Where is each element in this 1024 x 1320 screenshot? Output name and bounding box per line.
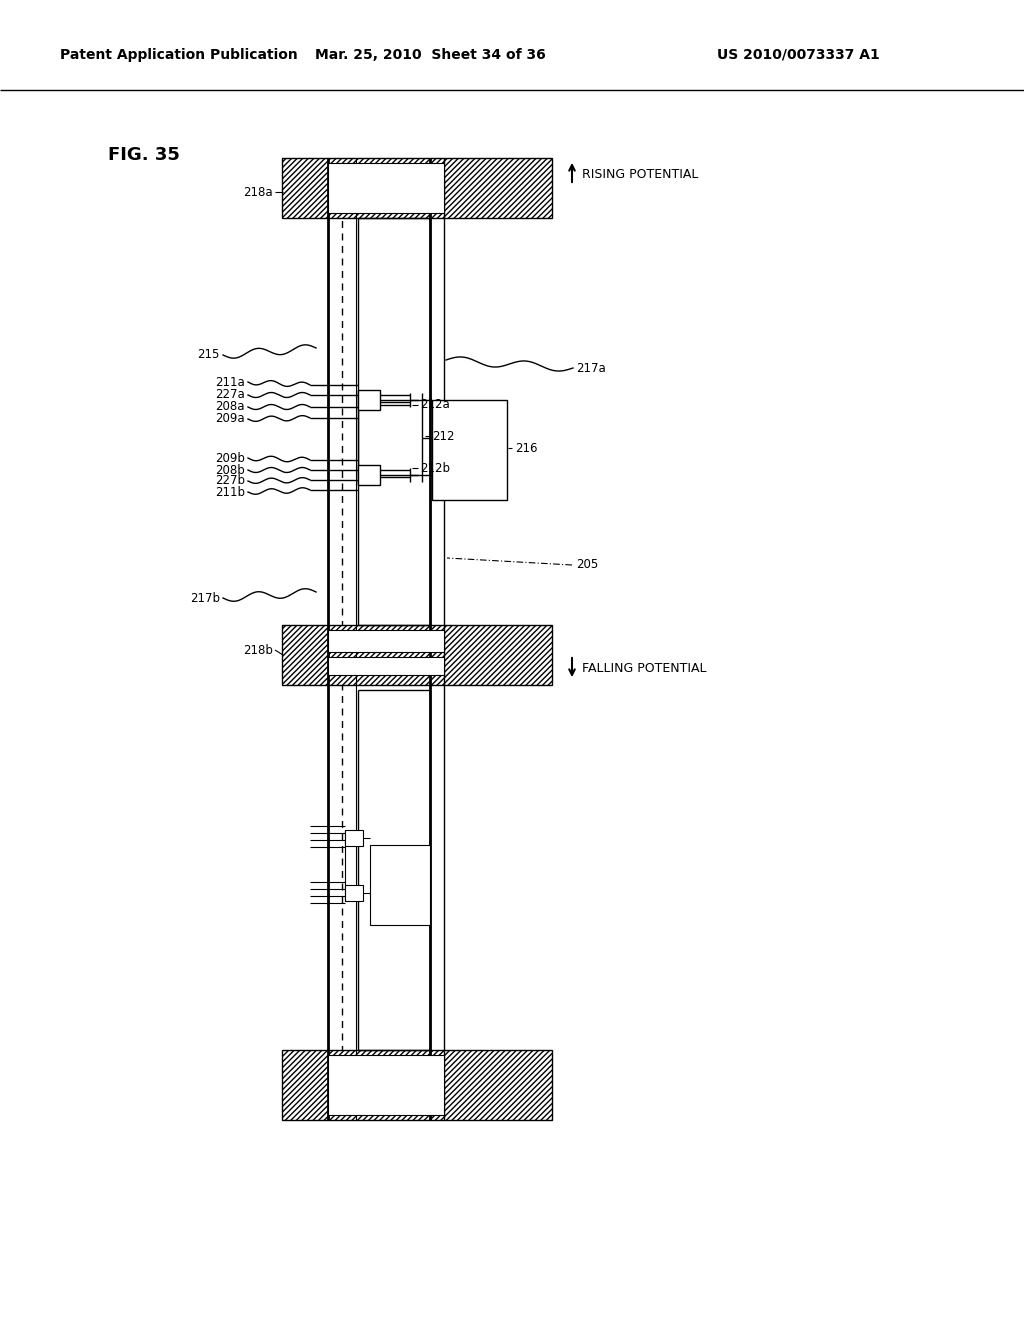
Text: 212a: 212a (420, 399, 450, 412)
Text: 217a: 217a (575, 362, 606, 375)
Text: 227b: 227b (215, 474, 245, 487)
Text: N2: N2 (365, 473, 374, 478)
Text: FALLING POTENTIAL: FALLING POTENTIAL (582, 661, 707, 675)
Bar (432, 400, 507, 500)
Bar (328, 1055, 444, 1115)
Text: 227a: 227a (215, 388, 245, 401)
Bar (282, 158, 552, 218)
Text: 212b: 212b (420, 462, 450, 474)
Text: RISING POTENTIAL: RISING POTENTIAL (582, 169, 698, 181)
Text: 218a: 218a (244, 186, 273, 198)
Bar (328, 630, 444, 652)
Bar (328, 162, 444, 213)
Bar (370, 845, 430, 925)
Text: US 2010/0073337 A1: US 2010/0073337 A1 (717, 48, 880, 62)
Bar (358, 465, 380, 484)
Text: N1: N1 (365, 397, 374, 403)
Text: FIG. 35: FIG. 35 (108, 147, 180, 164)
Bar (282, 1049, 552, 1119)
Text: 205: 205 (575, 558, 598, 572)
Text: 208a: 208a (215, 400, 245, 413)
Bar (328, 657, 444, 675)
Text: Mar. 25, 2010  Sheet 34 of 36: Mar. 25, 2010 Sheet 34 of 36 (314, 48, 546, 62)
Text: 211a: 211a (215, 375, 245, 388)
Bar (345, 830, 362, 846)
Bar (345, 884, 362, 902)
Text: 211b: 211b (215, 486, 245, 499)
Bar (358, 389, 380, 411)
Text: 209a: 209a (215, 412, 245, 425)
Text: 212: 212 (432, 429, 455, 442)
Text: 216: 216 (515, 441, 538, 454)
Text: 218b: 218b (243, 644, 273, 656)
Text: Patent Application Publication: Patent Application Publication (60, 48, 298, 62)
Text: 208b: 208b (215, 463, 245, 477)
Text: 217b: 217b (190, 591, 220, 605)
Text: 215: 215 (198, 348, 220, 362)
Text: 209b: 209b (215, 451, 245, 465)
Bar (282, 624, 552, 685)
